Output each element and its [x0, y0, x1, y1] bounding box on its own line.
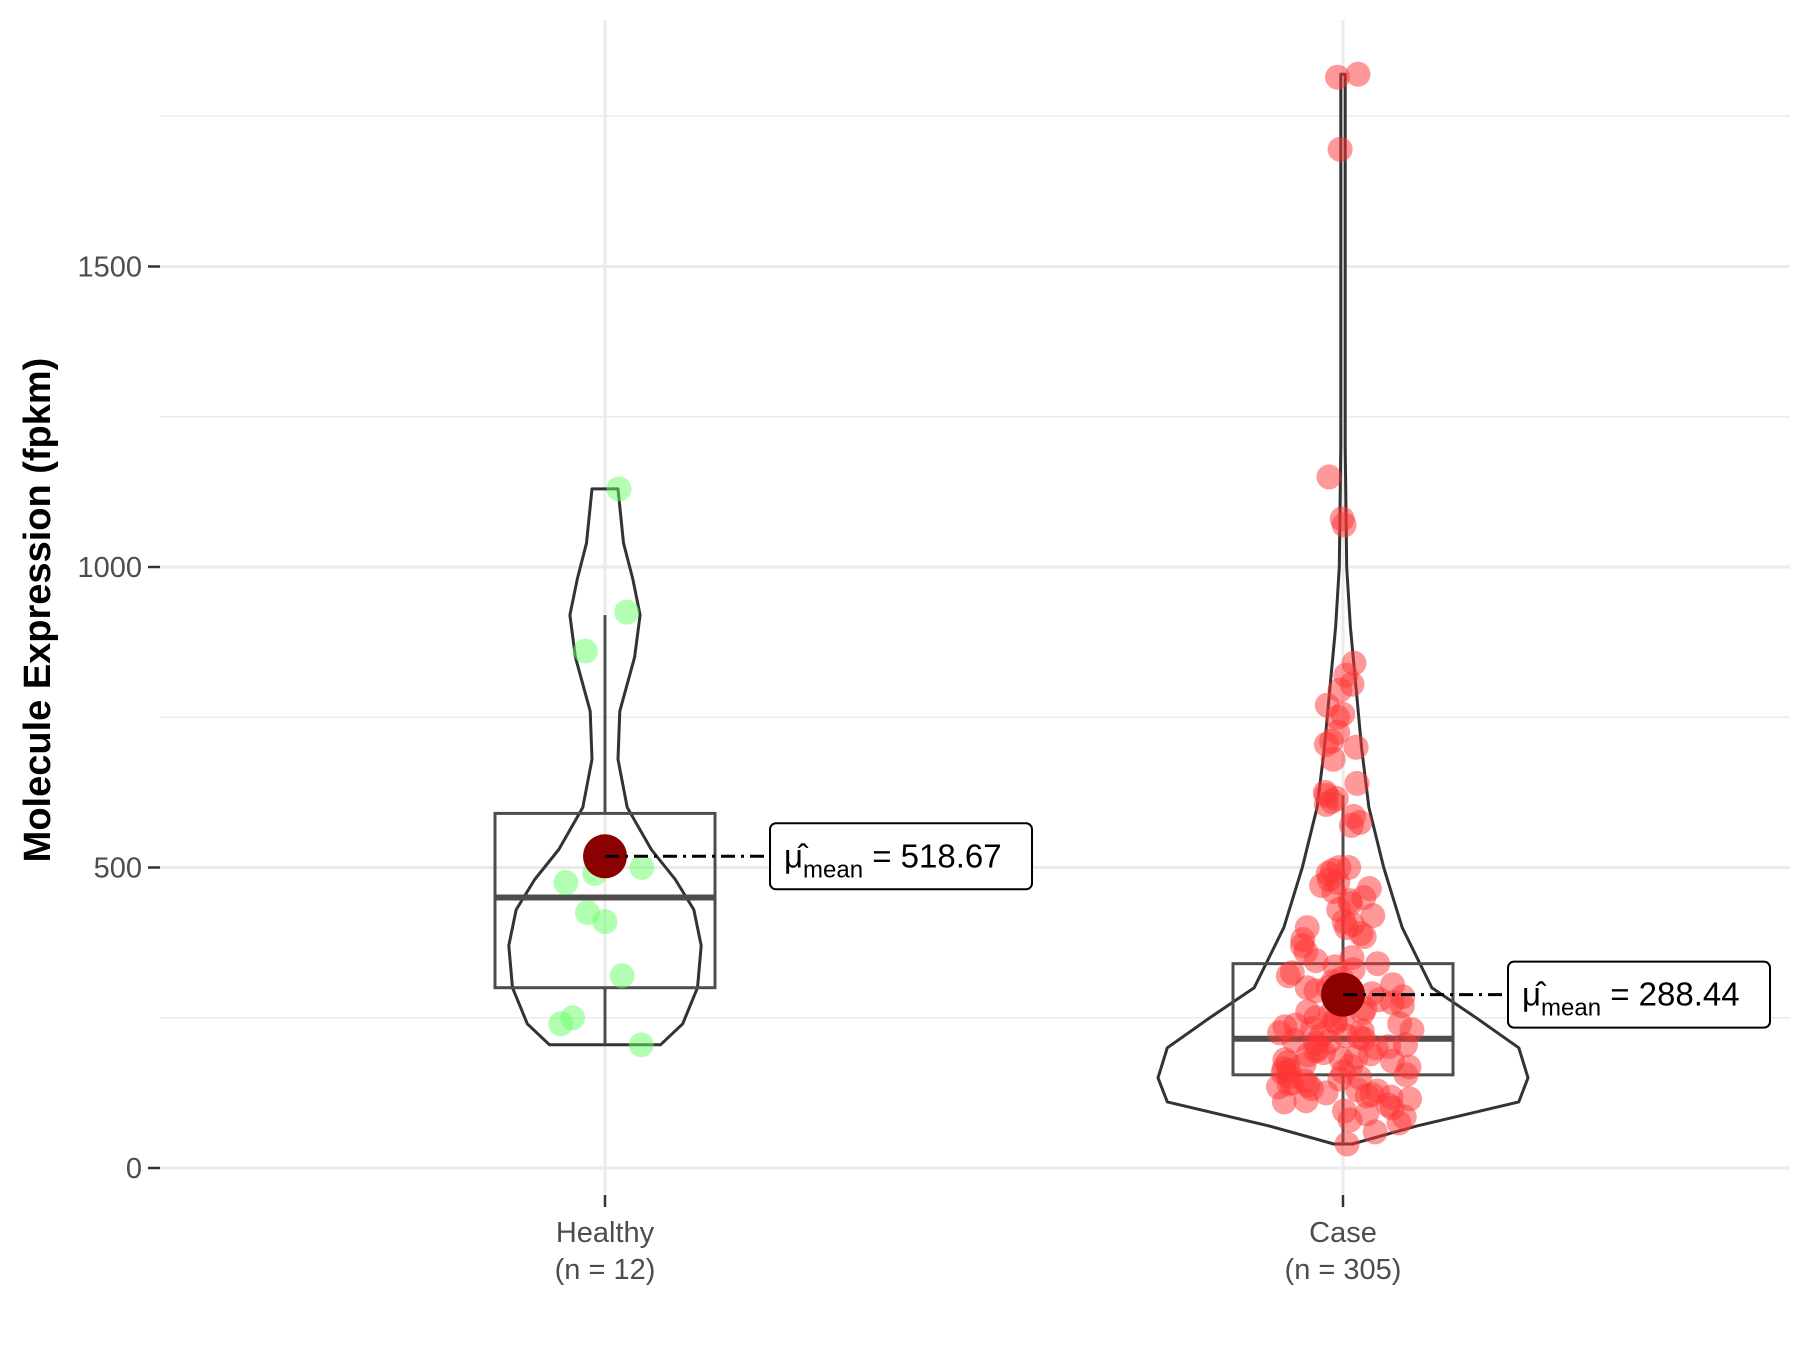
y-tick-label: 0: [126, 1153, 142, 1185]
data-point-case: [1320, 746, 1346, 772]
axis-layer: 0 500 1000 1500 Healthy (n = 12) Case (n = 305): [77, 252, 1401, 1287]
data-point-healthy: [629, 855, 655, 880]
violin-healthy: [507, 487, 703, 1047]
data-point-case: [1303, 948, 1329, 974]
data-point-case: [1316, 464, 1342, 490]
data-point-case: [1393, 1062, 1419, 1088]
data-point-case: [1365, 951, 1391, 977]
data-point-case: [1345, 61, 1371, 87]
data-point-case: [1354, 1083, 1380, 1109]
data-point-healthy: [614, 599, 640, 625]
data-point-case: [1337, 1107, 1363, 1133]
data-point-case: [1344, 770, 1370, 796]
data-point-healthy: [609, 963, 635, 989]
data-point-healthy: [592, 909, 618, 935]
data-point-case: [1293, 1088, 1319, 1114]
data-point-case: [1271, 1089, 1297, 1115]
data-point-healthy: [548, 1011, 574, 1037]
data-point-healthy: [606, 476, 632, 502]
y-axis-title: Molecule Expression (fpkm): [17, 358, 59, 863]
point-layer: [548, 61, 1425, 1157]
data-point-case: [1362, 1119, 1388, 1145]
x-tick-n-case: (n = 305): [1285, 1254, 1402, 1286]
data-point-case: [1331, 512, 1357, 538]
data-point-case: [1275, 963, 1301, 989]
data-point-healthy: [572, 638, 598, 664]
mean-label-box-healthy: [769, 822, 1033, 891]
y-tick-label: 1000: [77, 552, 142, 584]
data-point-case: [1327, 136, 1353, 162]
data-point-case: [1386, 1110, 1412, 1136]
data-point-case: [1360, 903, 1386, 929]
data-point-case: [1334, 1131, 1360, 1157]
data-point-case: [1313, 791, 1339, 817]
box-healthy: [493, 811, 717, 990]
data-point-case: [1343, 734, 1369, 760]
data-point-case: [1351, 924, 1377, 950]
data-point-case: [1325, 64, 1350, 90]
mean-layer: μ̂mean = 518.67μ̂mean = 288.44: [583, 822, 1771, 1029]
y-tick-label: 500: [94, 853, 142, 885]
data-point-case: [1313, 1080, 1339, 1106]
x-tick-label-healthy: Healthy: [556, 1217, 655, 1249]
mean-label-box-case: [1507, 960, 1771, 1029]
data-point-healthy: [628, 1032, 654, 1058]
y-tick-label: 1500: [77, 252, 142, 284]
data-point-case: [1338, 812, 1364, 838]
x-tick-n-healthy: (n = 12): [555, 1254, 656, 1286]
mean-label-healthy: μ̂mean = 518.67: [784, 837, 1002, 883]
data-point-healthy: [553, 870, 579, 895]
x-tick-label-case: Case: [1309, 1217, 1377, 1249]
